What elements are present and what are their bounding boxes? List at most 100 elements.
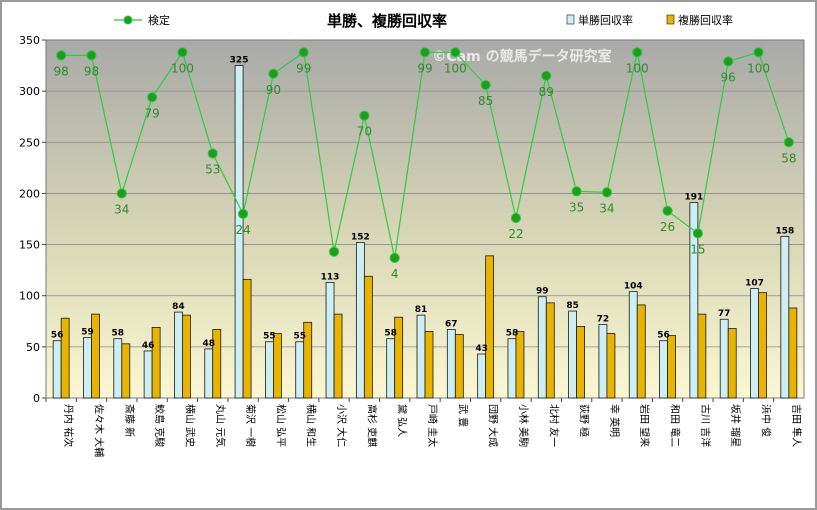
bar-tansho	[477, 353, 487, 399]
x-category-label: 岩田 望来	[638, 404, 651, 447]
bar-fukusho	[151, 327, 161, 399]
y-tick-label: 300	[19, 85, 40, 98]
bar-fukusho	[272, 333, 282, 399]
kentei-point	[723, 56, 734, 67]
kentei-point	[237, 208, 249, 219]
kentei-point-label: 96	[721, 70, 736, 84]
y-tick-label: 100	[19, 290, 40, 303]
bar-tansho	[537, 296, 547, 399]
bar-fukusho	[636, 304, 646, 399]
bar-fukusho	[60, 317, 70, 399]
bar-value-label: 46	[142, 341, 155, 351]
bar-fukusho	[485, 255, 495, 399]
x-category-label: 斎藤 新	[123, 404, 136, 437]
bar-fukusho	[727, 328, 737, 399]
kentei-point	[632, 47, 643, 58]
bar-tansho	[659, 340, 668, 399]
bar-tansho	[52, 340, 62, 399]
kentei-point	[116, 188, 127, 199]
kentei-point	[207, 148, 218, 159]
x-category-label: 和田 竜二	[669, 404, 682, 447]
kentei-point-label: 90	[266, 83, 281, 97]
x-category-label: 松山 弘平	[274, 404, 287, 447]
bar-tansho	[628, 291, 638, 399]
bar-fukusho	[454, 334, 464, 399]
bar-tansho	[568, 310, 577, 399]
kentei-point-label: 24	[235, 223, 250, 237]
kentei-point	[177, 47, 188, 58]
bar-tansho	[264, 341, 274, 399]
x-category-label: 坂井 瑠星	[729, 404, 742, 447]
bar-fukusho	[545, 302, 555, 399]
kentei-point-label: 98	[84, 64, 99, 78]
bar-tansho	[750, 288, 759, 399]
legend-swatch-tansho	[566, 14, 575, 25]
bar-value-label: 113	[321, 272, 340, 282]
kentei-point-label: 100	[747, 61, 770, 75]
bar-value-labels: 56 59 58 46 84 48 325 55 55 113 152 58 81 67 43 58 99 85 7…	[51, 56, 794, 354]
bar-fukusho	[363, 275, 373, 399]
bar-series	[52, 65, 798, 399]
bar-fukusho	[303, 321, 313, 399]
kentei-point-label: 53	[205, 163, 220, 177]
legend-marker-swatch	[123, 15, 133, 25]
bar-fukusho	[182, 314, 191, 399]
bar-fukusho	[333, 313, 343, 399]
y-axis: 0 50 100 150 200 250 300 350	[19, 34, 46, 405]
bar-value-label: 67	[445, 319, 458, 329]
x-category-label: 浜中 俊	[760, 404, 773, 437]
kentei-line-series: 98 98 34 79 100 53 24 90 99 70 4 99 100 85 22 89 35 34 100…	[54, 47, 796, 281]
kentei-point	[662, 205, 673, 216]
kentei-point	[328, 246, 340, 257]
kentei-point	[692, 228, 703, 239]
kentei-point	[359, 110, 370, 121]
bar-value-label: 152	[351, 233, 370, 243]
bar-value-label: 81	[415, 305, 428, 315]
kentei-point	[541, 70, 552, 81]
bar-fukusho	[91, 313, 100, 399]
bar-value-label: 72	[597, 314, 610, 324]
bar-value-label: 325	[230, 56, 249, 66]
bar-fukusho	[424, 331, 434, 399]
bar-tansho	[416, 314, 426, 399]
bar-tansho	[113, 338, 123, 399]
kentei-point-label: 34	[599, 201, 614, 215]
kentei-point-label: 26	[660, 220, 675, 234]
x-category-label: 丹内 祐次	[62, 404, 75, 447]
x-category-label: 菊沢 一樹	[244, 404, 257, 447]
bar-value-label: 43	[475, 344, 488, 354]
legend-label-tansho: 単勝回収率	[578, 13, 633, 27]
kentei-point	[783, 137, 794, 148]
kentei-point	[268, 68, 279, 79]
x-category-label: 横山 武史	[183, 404, 196, 447]
x-category-label: 横山 和生	[305, 404, 318, 447]
kentei-point	[753, 47, 764, 58]
x-category-label: 鮫島 克駿	[153, 404, 166, 447]
bar-value-label: 48	[202, 339, 215, 349]
y-tick-label: 200	[19, 187, 40, 200]
bar-tansho	[446, 329, 456, 399]
bar-tansho	[507, 338, 517, 399]
bar-value-label: 107	[745, 279, 764, 289]
x-category-label: 黛 弘人	[396, 404, 409, 437]
kentei-point	[571, 186, 582, 197]
bar-fukusho	[121, 343, 131, 399]
kentei-point	[510, 212, 522, 224]
kentei-point	[450, 47, 461, 58]
bar-tansho	[719, 318, 729, 399]
bar-fukusho	[576, 325, 585, 399]
bar-tansho	[780, 235, 790, 399]
kentei-point-label: 58	[781, 151, 796, 165]
bar-tansho	[355, 242, 365, 399]
bar-fukusho	[697, 313, 707, 399]
gridlines	[46, 90, 804, 348]
x-category-label: 高杉 吏麒	[365, 404, 378, 447]
legend: 検定 単勝回収率 複勝回収率	[114, 13, 733, 27]
kentei-point-label: 100	[171, 61, 194, 75]
bar-tansho	[143, 350, 153, 399]
watermark: ©Cam の競馬データ研究室	[432, 48, 611, 65]
kentei-point-label: 98	[54, 64, 69, 78]
bar-value-label: 191	[684, 193, 703, 203]
bar-tansho	[234, 65, 244, 399]
